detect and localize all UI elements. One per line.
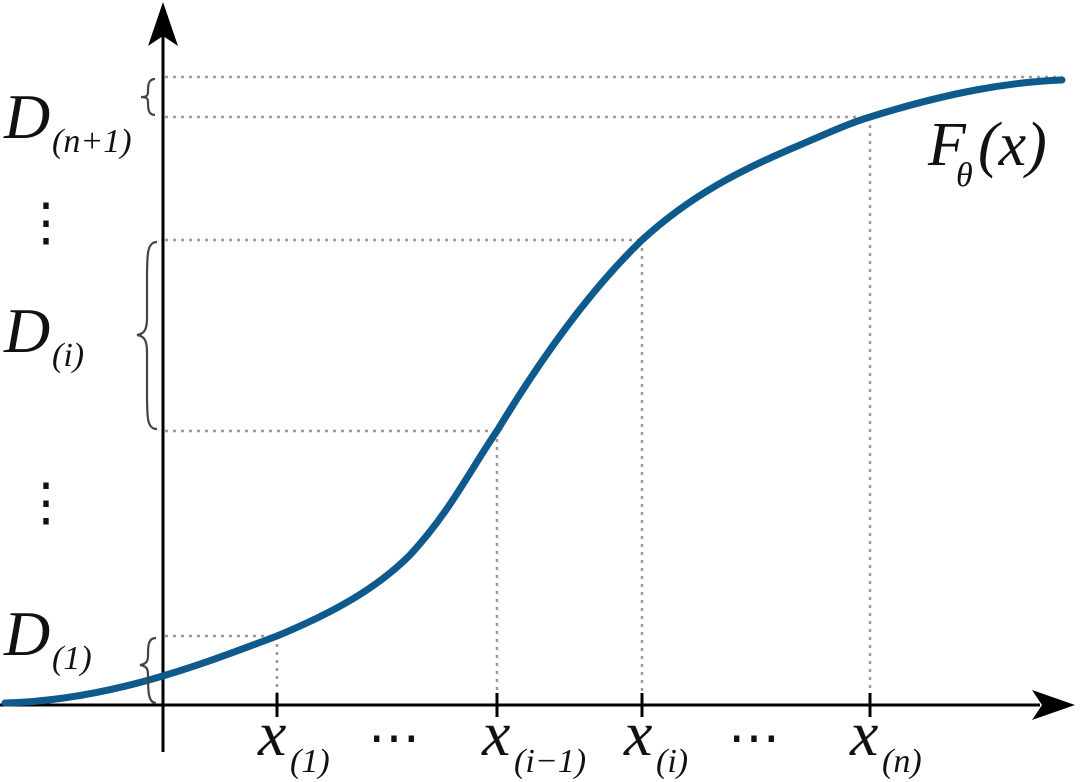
label-x1-main: x bbox=[257, 698, 286, 769]
x-labels: x (1) ⋯ x (i−1) x (i) ⋯ x (n) bbox=[257, 698, 922, 780]
curve-label-main: F bbox=[927, 111, 967, 179]
label-xn-main: x bbox=[849, 698, 878, 769]
axes bbox=[0, 2, 1075, 752]
label-xim1-sub: (i−1) bbox=[514, 743, 586, 780]
x-axis-arrow-icon bbox=[1032, 690, 1075, 720]
label-x1-sub: (1) bbox=[290, 743, 330, 780]
curve-label-arg: (x) bbox=[978, 111, 1047, 179]
label-xi-main: x bbox=[623, 698, 652, 769]
brace-mid bbox=[136, 240, 158, 431]
label-xi-sub: (i) bbox=[656, 743, 688, 780]
x-dots-right: ⋯ bbox=[728, 710, 780, 767]
label-d-mid-sub: (i) bbox=[52, 337, 84, 374]
label-d-top-main: D bbox=[3, 81, 50, 152]
curve-label: F θ (x) bbox=[927, 111, 1047, 194]
y-axis-arrow-icon bbox=[148, 2, 178, 46]
braces bbox=[136, 77, 158, 705]
label-d-low-sub: (1) bbox=[52, 640, 92, 677]
label-d-mid-main: D bbox=[3, 295, 50, 366]
label-d-top-sub: (n+1) bbox=[52, 123, 132, 160]
cdf-curve bbox=[1, 76, 1066, 707]
curve-label-sub: θ bbox=[956, 157, 973, 194]
label-d-low-main: D bbox=[3, 598, 50, 669]
label-xn-sub: (n) bbox=[882, 743, 922, 780]
brace-low bbox=[139, 636, 157, 705]
y-labels: D (n+1) ⋮ D (i) ⋮ D (1) bbox=[3, 81, 132, 677]
label-xim1-main: x bbox=[481, 698, 510, 769]
x-dots-left: ⋯ bbox=[368, 710, 420, 767]
x-ticks bbox=[275, 693, 872, 717]
vdots-lower: ⋮ bbox=[20, 475, 72, 532]
vdots-upper: ⋮ bbox=[20, 195, 72, 252]
brace-top bbox=[140, 77, 156, 117]
